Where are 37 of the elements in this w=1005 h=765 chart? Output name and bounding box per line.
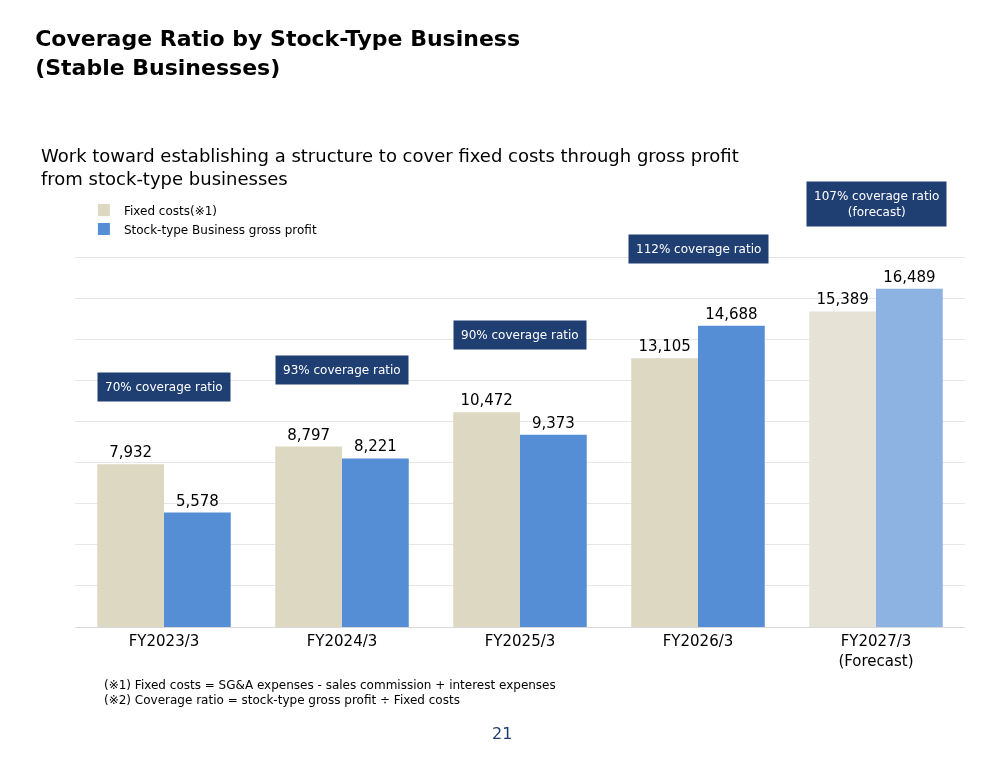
- text: (※2) Coverage ratio = stock-type gross profit ÷ Fixed costs: [104, 693, 460, 707]
- data-label: 10,472: [460, 391, 513, 410]
- text: 21: [492, 724, 513, 743]
- bar: [453, 412, 520, 627]
- bar: [342, 458, 409, 627]
- text: 107% coverage ratio (forecast): [814, 189, 940, 219]
- annotation: 90% coverage ratio: [461, 328, 579, 342]
- data-label: 15,389: [816, 290, 869, 309]
- bar: [631, 358, 698, 627]
- data-label: 8,221: [353, 437, 397, 456]
- x-tick-label: FY2024/3: [306, 632, 378, 650]
- data-label: 7,932: [109, 443, 153, 462]
- chart-subtitle: Work toward establishing a structure to cover fixed costs through gross profit from stock-type businesses: [41, 145, 739, 190]
- data-label: 13,105: [638, 337, 691, 356]
- text: 112% coverage ratio: [636, 242, 762, 256]
- legend-label: Stock-type Business gross profit: [123, 222, 317, 237]
- bar: [164, 512, 231, 627]
- text: (※1) Fixed costs = SG&A expenses - sales commission + interest expenses: [104, 678, 556, 692]
- bar: [876, 288, 943, 627]
- data-label: 9,373: [531, 413, 575, 432]
- bar: [698, 325, 765, 627]
- bar: [275, 446, 342, 627]
- data-label: 5,578: [175, 491, 219, 510]
- bar: [97, 464, 164, 627]
- data-label: 16,489: [883, 267, 936, 286]
- legend-label: Fixed costs(※1): [123, 203, 218, 218]
- x-tick-label: FY2025/3: [484, 632, 556, 650]
- annotation: 93% coverage ratio: [283, 363, 401, 377]
- x-tick-label: FY2023/3: [128, 632, 200, 650]
- chart-title: Coverage Ratio by Stock-Type Business (Stable Businesses): [35, 25, 521, 80]
- data-label: 8,797: [287, 425, 331, 444]
- annotation: 70% coverage ratio: [105, 380, 223, 394]
- x-tick-label: FY2027/3 (Forecast): [838, 632, 914, 670]
- bar: [520, 434, 587, 627]
- bar: [809, 311, 876, 627]
- data-label: 14,688: [705, 304, 758, 323]
- x-tick-label: FY2026/3: [662, 632, 734, 650]
